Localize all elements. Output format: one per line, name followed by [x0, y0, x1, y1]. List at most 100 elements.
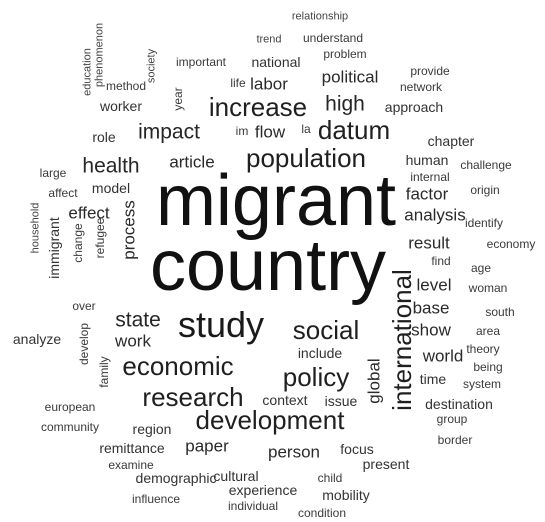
- word-economic: economic: [122, 351, 234, 381]
- word-focus: focus: [340, 441, 374, 457]
- word-present: present: [362, 456, 410, 472]
- word-influence: influence: [131, 492, 181, 506]
- word-woman: woman: [468, 281, 508, 295]
- word-international: international: [387, 269, 417, 411]
- word-human: human: [405, 152, 449, 168]
- word-area: area: [475, 324, 501, 338]
- word-region: region: [132, 421, 172, 437]
- word-analyze: analyze: [12, 331, 62, 347]
- word-change: change: [71, 223, 85, 263]
- word-demographic: demographic: [135, 470, 217, 486]
- word-remittance: remittance: [99, 440, 165, 456]
- word-cultural: cultural: [213, 468, 259, 484]
- word-individual: individual: [227, 499, 279, 513]
- word-chapter: chapter: [427, 133, 475, 149]
- word-paper: paper: [185, 436, 229, 456]
- word-show: show: [411, 320, 451, 340]
- word-role: role: [92, 129, 116, 145]
- word-economy: economy: [486, 237, 536, 251]
- word-issue: issue: [324, 393, 358, 409]
- word-destination: destination: [425, 396, 493, 412]
- word-immigrant: immigrant: [46, 217, 62, 279]
- word-method: method: [105, 79, 147, 93]
- word-process: process: [119, 200, 139, 260]
- word-age: age: [470, 261, 492, 275]
- word-internal: internal: [410, 170, 450, 184]
- word-health: health: [82, 154, 140, 178]
- word-country: country: [149, 226, 387, 306]
- word-approach: approach: [384, 99, 444, 115]
- word-group: group: [436, 412, 468, 426]
- word-condition: condition: [297, 506, 347, 520]
- word-affect: affect: [48, 186, 78, 200]
- word-important: important: [175, 55, 227, 69]
- word-family: family: [97, 356, 111, 388]
- word-study: study: [177, 304, 265, 345]
- word-impact: impact: [138, 120, 200, 144]
- word-provide: provide: [410, 64, 450, 78]
- word-state: state: [115, 308, 161, 332]
- word-relationship: relationship: [291, 10, 349, 23]
- word-national: national: [251, 54, 301, 70]
- word-develop: develop: [77, 322, 91, 366]
- word-migrant: migrant: [155, 161, 397, 241]
- word-high: high: [325, 92, 365, 116]
- word-analysis: analysis: [404, 205, 466, 225]
- word-community: community: [40, 420, 100, 434]
- word-border: border: [437, 433, 473, 447]
- word-worker: worker: [99, 98, 143, 114]
- word-european: european: [44, 400, 96, 414]
- word-work: work: [115, 331, 151, 351]
- word-over: over: [72, 299, 96, 313]
- word-theory: theory: [466, 342, 500, 356]
- word-policy: policy: [282, 362, 350, 392]
- word-problem: problem: [323, 47, 367, 61]
- word-effect: effect: [68, 203, 110, 223]
- word-im: im: [235, 124, 249, 138]
- word-origin: origin: [470, 183, 500, 197]
- word-child: child: [317, 471, 343, 485]
- word-understand: understand: [302, 31, 364, 45]
- word-network: network: [399, 80, 443, 94]
- word-system: system: [462, 377, 502, 391]
- word-household: household: [29, 202, 42, 254]
- word-flow: flow: [254, 122, 286, 142]
- word-factor: factor: [405, 184, 449, 204]
- word-global: global: [364, 358, 384, 404]
- word-identify: identify: [464, 216, 504, 230]
- word-world: world: [422, 346, 464, 366]
- word-labor: labor: [250, 74, 288, 94]
- word-result: result: [408, 233, 450, 253]
- word-development: development: [195, 405, 345, 435]
- word-education: education: [81, 48, 94, 96]
- word-life: life: [230, 76, 246, 90]
- word-base: base: [412, 298, 450, 318]
- word-increase: increase: [208, 92, 308, 122]
- word-research: research: [142, 382, 244, 412]
- word-model: model: [91, 180, 131, 196]
- word-political: political: [321, 67, 379, 87]
- word-examine: examine: [108, 458, 154, 472]
- word-trend: trend: [256, 33, 282, 46]
- word-refugee: refugee: [93, 217, 107, 259]
- word-society: society: [145, 48, 158, 84]
- word-south: south: [485, 305, 515, 319]
- word-article: article: [169, 152, 215, 172]
- word-year: year: [171, 87, 185, 111]
- word-population: population: [246, 143, 366, 173]
- word-social: social: [292, 315, 360, 345]
- word-time: time: [419, 371, 447, 387]
- word-mobility: mobility: [322, 487, 370, 503]
- word-datum: datum: [317, 115, 391, 145]
- word-being: being: [473, 360, 503, 374]
- word-find: find: [431, 254, 451, 268]
- word-challenge: challenge: [460, 158, 512, 172]
- word-la: la: [301, 122, 311, 136]
- word-phenomenon: phenomenon: [93, 22, 106, 88]
- word-large: large: [39, 166, 67, 180]
- word-level: level: [416, 275, 452, 295]
- word-include: include: [297, 345, 343, 361]
- word-context: context: [262, 392, 308, 408]
- word-experience: experience: [228, 482, 298, 498]
